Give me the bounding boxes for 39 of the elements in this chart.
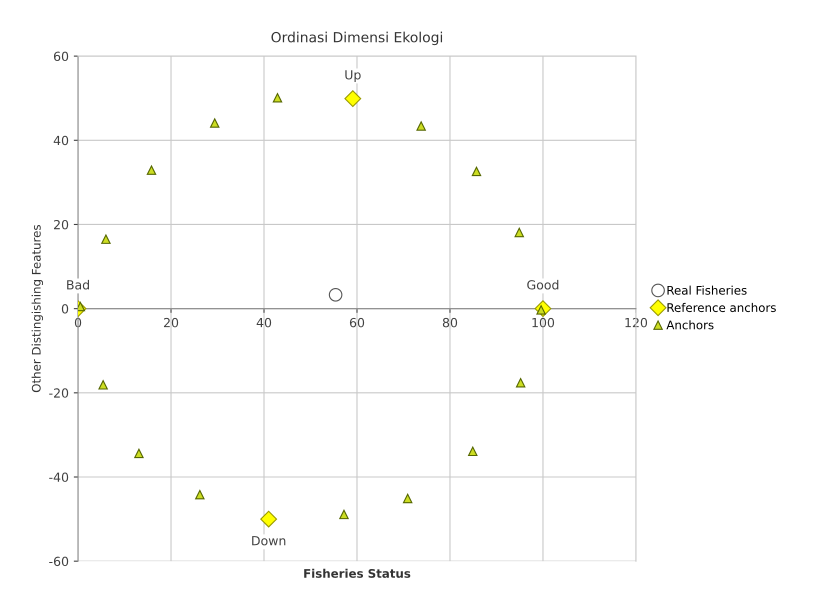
y-tick-label: -40 <box>49 472 68 482</box>
point <box>328 288 342 302</box>
point <box>472 166 482 176</box>
annotation: Up <box>345 70 361 82</box>
point <box>468 446 478 456</box>
point <box>516 378 526 388</box>
y-axis-title: Other Distingishing Features <box>32 225 44 392</box>
point <box>134 448 144 458</box>
y-tick-label: 0 <box>62 304 68 314</box>
x-axis-title: Fisheries Status <box>304 568 410 578</box>
point <box>272 93 282 103</box>
y-tick-label: 20 <box>54 220 68 230</box>
point <box>402 494 412 504</box>
x-tick-label: 60 <box>350 318 364 328</box>
y-tick-label: -60 <box>49 556 68 566</box>
annotation: Bad <box>67 280 89 290</box>
y-tick-label: -20 <box>49 388 68 398</box>
legend-label: Anchors <box>666 320 714 330</box>
x-tick-label: 80 <box>442 318 458 328</box>
point <box>514 228 524 238</box>
annotation: Good <box>527 280 558 290</box>
point <box>195 490 205 500</box>
legend-label: Reference anchors <box>667 302 776 312</box>
annotation: Down <box>252 536 286 546</box>
x-tick-label: 100 <box>532 318 554 328</box>
point <box>260 510 278 528</box>
x-tick-label: 40 <box>256 318 272 328</box>
point <box>210 118 220 128</box>
point <box>344 90 362 108</box>
chart-title: Ordinasi Dimensi Ekologi <box>271 32 442 46</box>
point <box>416 121 426 131</box>
point <box>146 165 156 175</box>
point <box>101 234 111 244</box>
y-tick-label: 40 <box>54 136 68 146</box>
point <box>98 380 108 390</box>
x-tick-label: 20 <box>164 318 178 328</box>
legend-label: Real Fisheries <box>667 286 747 295</box>
point <box>339 510 349 520</box>
y-tick-label: 60 <box>54 52 68 62</box>
